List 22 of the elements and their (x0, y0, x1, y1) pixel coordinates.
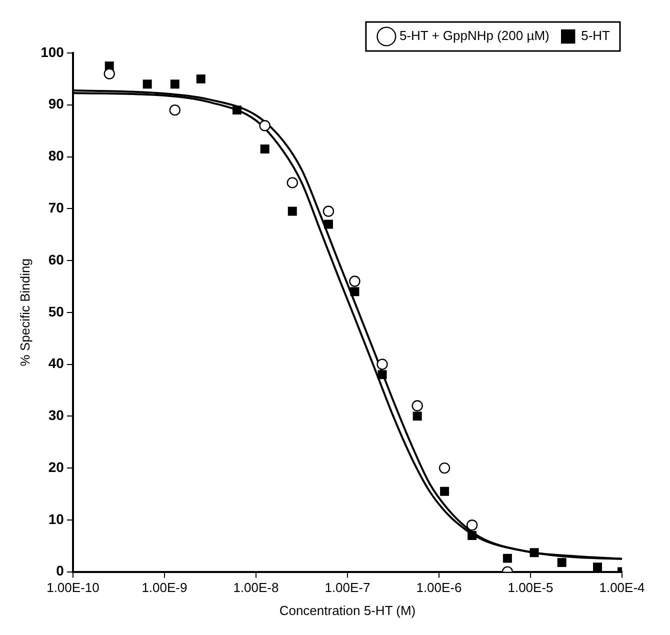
y-tick-label: 100 (40, 44, 64, 60)
x-tick-label: 1.00E-4 (599, 580, 645, 596)
legend-label: 5-HT (581, 28, 610, 44)
legend-label: 5-HT + GppNHp (200 µM) (399, 28, 550, 44)
y-tick-label: 10 (48, 510, 64, 527)
x-tick-label: 1.00E-6 (416, 580, 462, 596)
y-tick-label: 60 (48, 251, 64, 268)
x-tick-label: 1.00E-9 (142, 580, 188, 596)
y-axis-title: % Specific Binding (17, 258, 32, 366)
y-tick-label: 30 (48, 407, 64, 424)
y-tick-label: 70 (48, 200, 64, 216)
x-axis-title: Concentration 5-HT (M) (279, 602, 416, 618)
x-tick-label: 1.00E-5 (508, 580, 554, 596)
y-tick-label: 40 (48, 355, 64, 372)
x-tick-label: 1.00E-7 (324, 580, 370, 596)
y-tick-label: 50 (48, 303, 64, 320)
x-tick-label: 1.00E-10 (46, 580, 100, 596)
x-tick-label: 1.00E-8 (233, 580, 279, 596)
y-tick-label: 20 (48, 458, 64, 475)
y-tick-label: 80 (48, 148, 64, 164)
y-tick-label: 90 (48, 96, 64, 112)
y-tick-label: 0 (56, 562, 64, 579)
